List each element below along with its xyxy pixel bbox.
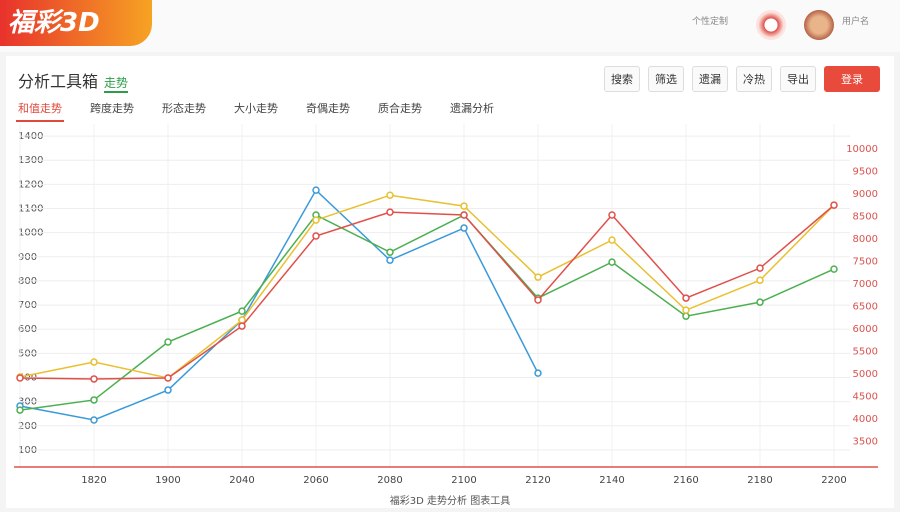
x-tick-label: 2120 [525,475,550,486]
data-point [386,248,394,256]
data-point [460,202,468,210]
data-point [534,369,542,377]
data-point [534,273,542,281]
data-point [386,256,394,264]
x-tick-label: 2060 [303,475,328,486]
x-tick-label: 2180 [747,475,772,486]
data-point [164,386,172,394]
tab[interactable]: 遗漏分析 [450,102,494,115]
data-point [164,374,172,382]
data-point [238,322,246,330]
data-point [312,232,320,240]
x-tick-label: 2100 [451,475,476,486]
y2-tick-label: 4500 [853,392,878,403]
y2-tick-label: 9000 [853,189,878,200]
data-point [386,191,394,199]
y2-tick-label: 6000 [853,324,878,335]
data-point [90,375,98,383]
toolbar-buttons: 搜索 筛选 遗漏 冷热 导出 登录 [604,66,880,92]
y2-tick-label: 4000 [853,414,878,425]
primary-button[interactable]: 登录 [824,66,880,92]
panel: 分析工具箱 走势 搜索 筛选 遗漏 冷热 导出 登录 和值走势 跨度走势 形态走势 大小走势 奇偶走… [6,56,894,508]
y2-tick-label: 5500 [853,347,878,358]
y2-tick-label: 7000 [853,279,878,290]
x-tick-label: 2200 [821,475,846,486]
series-line [19,204,835,380]
x-tick-label: 2160 [673,475,698,486]
custom-link[interactable]: 个性定制 [692,17,729,27]
toolbar-button[interactable]: 冷热 [736,66,772,92]
data-point [756,264,764,272]
logo[interactable]: 福彩3D [0,0,152,46]
data-point [16,406,24,414]
x-tick-label: 2140 [599,475,624,486]
y2-tick-label: 6500 [853,302,878,313]
data-point [90,358,98,366]
data-point [608,236,616,244]
title-tag: 走势 [104,74,129,93]
y2-tick-label: 9500 [853,166,878,177]
x-tick-label: 2080 [377,475,402,486]
data-point [238,316,246,324]
data-point [830,265,838,273]
tab[interactable]: 跨度走势 [90,102,134,115]
series-line [19,214,835,411]
footer: 福彩3D 走势分析 图表工具 [389,496,511,507]
data-point [608,258,616,266]
data-point [608,211,616,219]
data-point [238,307,246,315]
toolbar-button[interactable]: 筛选 [648,66,684,92]
data-point [164,338,172,346]
data-point [386,208,394,216]
data-point [90,416,98,424]
tab[interactable]: 和值走势 [16,96,64,122]
y2-tick-label: 8000 [853,234,878,245]
toolbar-button[interactable]: 遗漏 [692,66,728,92]
avatar-icon[interactable] [756,10,786,40]
header: 福彩3D 个性定制 用户名 [0,0,900,52]
tab[interactable]: 质合走势 [378,102,422,115]
user-name[interactable]: 用户名 [842,17,870,27]
data-point [460,211,468,219]
data-point [830,201,838,209]
tab[interactable]: 奇偶走势 [306,102,350,115]
data-point [312,186,320,194]
series-line [19,188,539,421]
data-point [756,298,764,306]
series-line [19,194,835,379]
title-text: 分析工具箱 [18,72,99,91]
toolbar-button[interactable]: 导出 [780,66,816,92]
data-point [312,216,320,224]
x-tick-label: 1820 [81,475,106,486]
user-avatar[interactable] [804,10,834,40]
y2-tick-label: 7500 [853,256,878,267]
x-tick-label: 1900 [155,475,180,486]
y2-tick-label: 5000 [853,369,878,380]
tabs: 和值走势 跨度走势 形态走势 大小走势 奇偶走势 质合走势 遗漏分析 [16,96,496,122]
tab[interactable]: 形态走势 [162,102,206,115]
data-point [460,224,468,232]
data-point [16,374,24,382]
toolbar-title: 分析工具箱 走势 [18,68,129,93]
data-point [682,312,690,320]
data-point [756,276,764,284]
data-point [534,296,542,304]
x-tick-label: 2040 [229,475,254,486]
tab[interactable]: 大小走势 [234,102,278,115]
y2-tick-label: 10000 [846,144,878,155]
y2-tick-label: 8500 [853,211,878,222]
toolbar-button[interactable]: 搜索 [604,66,640,92]
data-point [682,306,690,314]
y2-tick-label: 3500 [853,437,878,448]
data-point [90,396,98,404]
data-point [682,294,690,302]
